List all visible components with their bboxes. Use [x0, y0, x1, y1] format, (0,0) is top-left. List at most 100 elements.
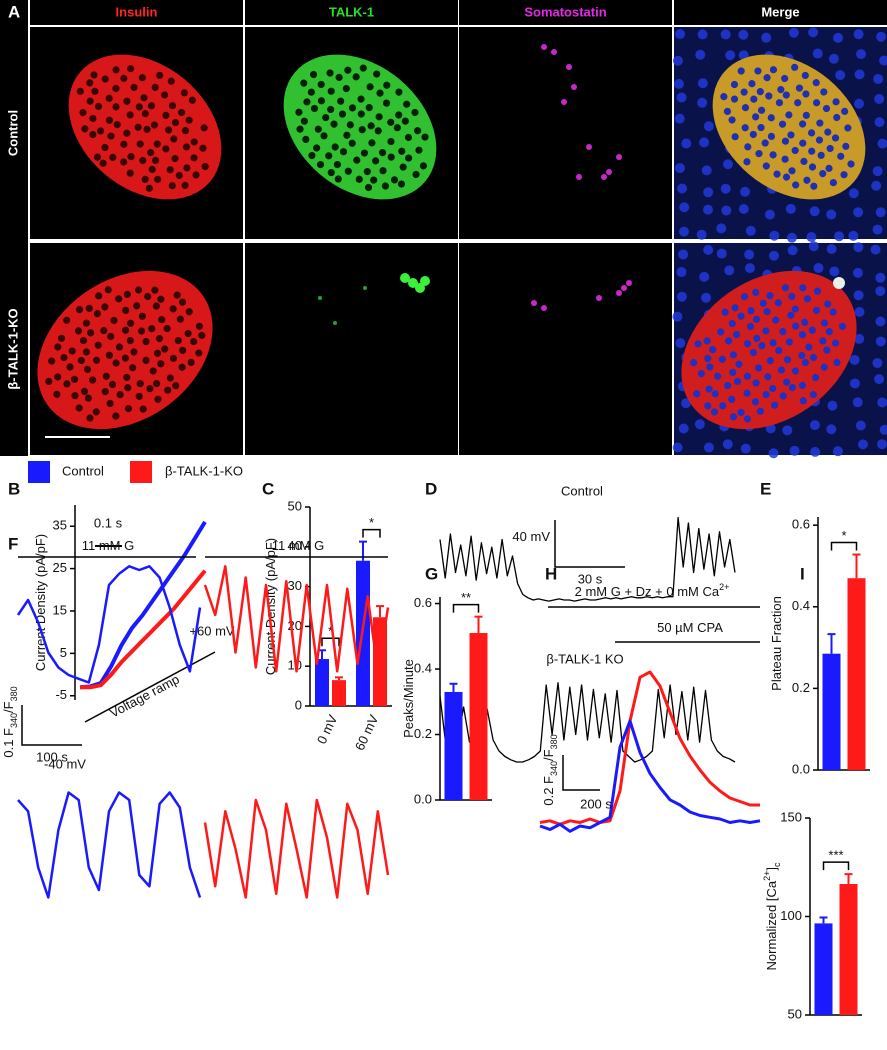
nucleus [827, 400, 838, 411]
nucleus [154, 395, 162, 403]
nucleus [387, 153, 395, 161]
nucleus [849, 354, 860, 365]
islet [283, 54, 437, 200]
nucleus [741, 104, 750, 112]
y-tick-label: 50 [288, 498, 302, 513]
nucleus [801, 318, 809, 326]
nucleus [809, 420, 820, 431]
nucleus [801, 71, 809, 80]
nucleus [107, 332, 115, 341]
nucleus [695, 49, 706, 60]
nucleus [130, 83, 138, 91]
nucleus [853, 29, 864, 40]
nucleus [676, 291, 687, 302]
nucleus [166, 166, 174, 174]
nucleus [717, 328, 725, 336]
nucleus [366, 83, 374, 91]
nucleus [788, 27, 799, 38]
nucleus [681, 138, 692, 149]
nucleus [147, 102, 156, 110]
nucleus [387, 137, 395, 146]
nucleus [752, 288, 760, 297]
nucleus [86, 97, 94, 105]
nucleus [785, 338, 793, 346]
bar [839, 883, 858, 1015]
nucleus [764, 373, 772, 381]
nucleus [68, 347, 76, 355]
nucleus [674, 113, 685, 124]
nucleus [751, 398, 760, 406]
nucleus [854, 69, 865, 80]
nucleus [309, 70, 318, 79]
nucleus [330, 120, 338, 128]
nucleus [743, 372, 751, 380]
nucleus [182, 143, 191, 151]
nucleus [77, 356, 85, 365]
nucleus [412, 170, 420, 179]
stain-spot [400, 273, 410, 283]
scale-label-part: 0.2 F [541, 776, 556, 806]
nucleus [752, 113, 760, 121]
stain-spot [318, 296, 322, 300]
scale-bar [21, 705, 82, 746]
nucleus [71, 392, 79, 400]
nucleus [769, 250, 780, 261]
bar [822, 653, 841, 770]
nucleus [697, 369, 705, 378]
nucleus [126, 111, 134, 119]
nucleus [807, 129, 816, 137]
nucleus [823, 346, 831, 354]
scale-label-part: /F [1, 701, 16, 713]
nucleus [872, 166, 883, 177]
nucleus [357, 110, 365, 118]
nucleus [86, 79, 94, 87]
nucleus [403, 100, 411, 108]
micrograph [459, 27, 672, 239]
row-header: Control [5, 110, 20, 156]
column-header-bg [674, 0, 887, 25]
nucleus [672, 311, 683, 322]
nucleus [126, 65, 135, 73]
nucleus [874, 374, 885, 385]
nucleus [83, 365, 92, 373]
nucleus [782, 425, 793, 436]
nucleus [721, 205, 732, 216]
significance-label: * [841, 528, 846, 543]
stain-spot [596, 295, 602, 301]
nucleus [296, 125, 304, 133]
nucleus [840, 171, 848, 179]
nucleus [122, 306, 130, 314]
y-tick-label: 5 [60, 645, 67, 660]
nucleus [333, 160, 341, 169]
nucleus [120, 140, 128, 148]
nucleus [151, 286, 159, 294]
nucleus [154, 175, 162, 183]
nucleus [722, 159, 733, 170]
nucleus [367, 122, 375, 130]
nucleus [812, 306, 821, 315]
nucleus [401, 117, 409, 125]
nucleus [788, 383, 797, 392]
scale-label: 0.1 F340/F380 [1, 686, 19, 757]
scale-label: 200 s [580, 796, 612, 811]
scale-label: 30 s [578, 571, 603, 586]
nucleus [405, 154, 413, 162]
nucleus [149, 367, 157, 375]
legend-swatch [28, 461, 50, 483]
nucleus [812, 373, 820, 382]
nucleus [129, 364, 137, 372]
nucleus [813, 287, 822, 295]
nucleus [107, 132, 115, 140]
nucleus [877, 138, 887, 149]
column-header: TALK-1 [329, 4, 374, 19]
nucleus [123, 373, 131, 381]
nucleus [151, 156, 160, 165]
y-axis-label-part: Plateau Fraction [769, 596, 784, 691]
nucleus [141, 110, 149, 118]
scale-label: 40 mV [512, 529, 550, 544]
nucleus [786, 232, 797, 243]
nucleus [783, 378, 791, 386]
nucleus [126, 336, 134, 345]
nucleus [854, 333, 865, 344]
panel-letter: G [425, 564, 438, 583]
